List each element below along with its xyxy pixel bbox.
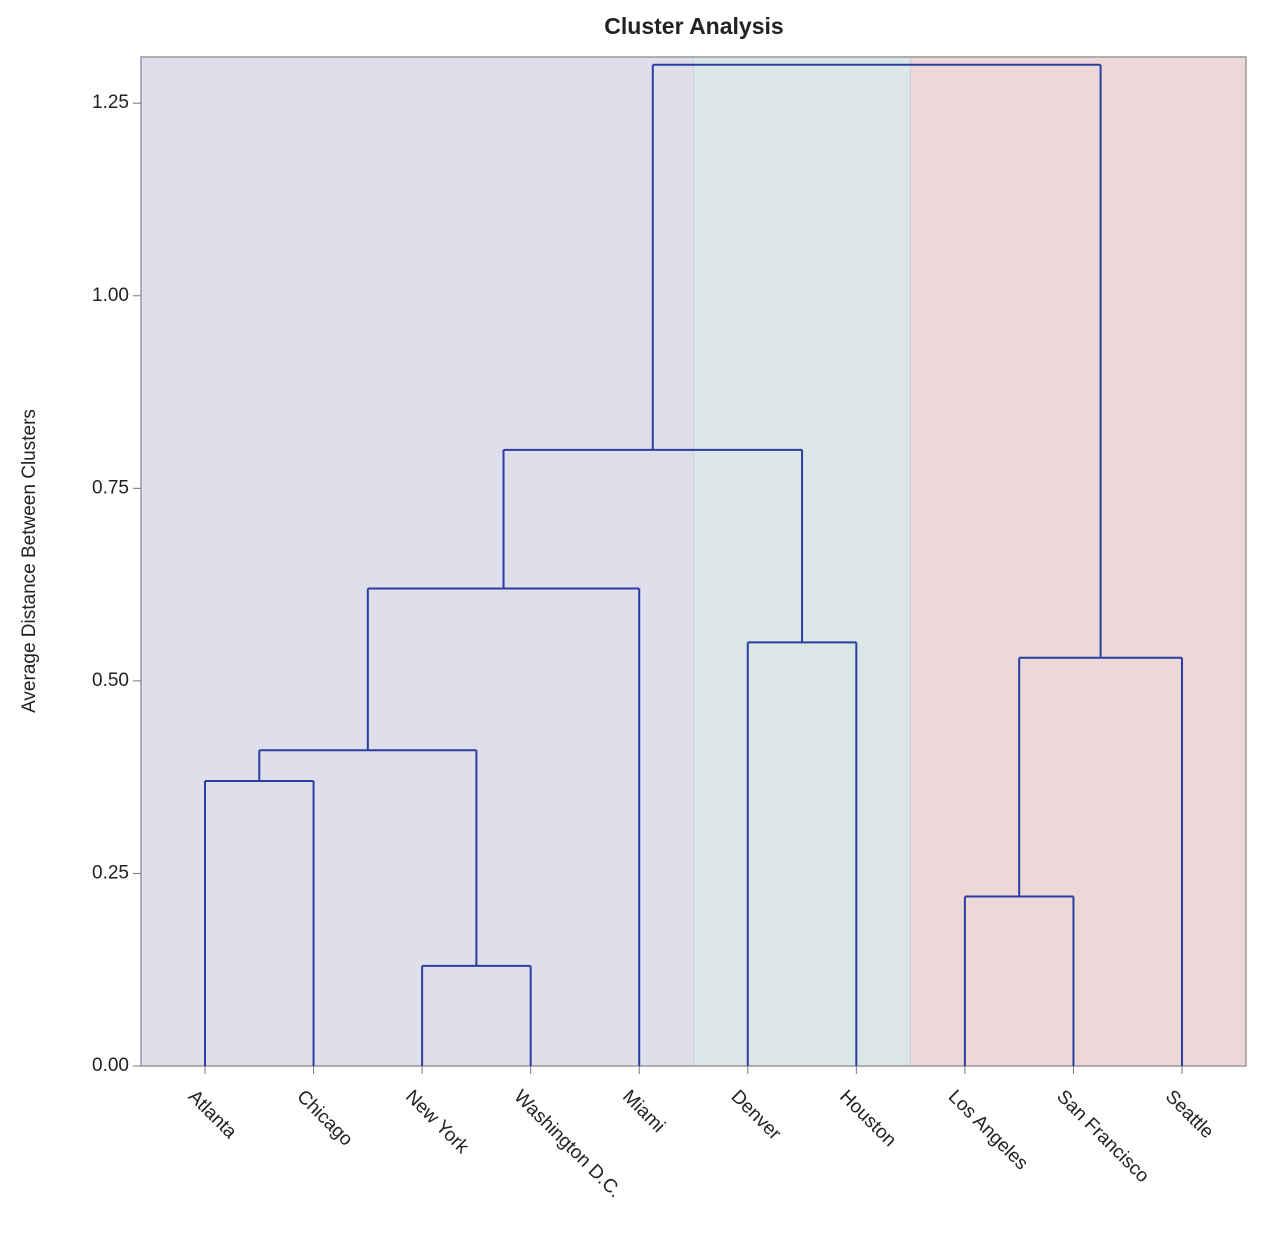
x-tick-label: Seattle: [1161, 1086, 1218, 1143]
cluster-band: [141, 57, 694, 1066]
y-tick-label: 0.00: [92, 1055, 129, 1076]
x-tick-label: Los Angeles: [944, 1086, 1032, 1174]
x-tick-label: Houston: [835, 1086, 900, 1151]
y-tick-label: 0.50: [92, 670, 129, 691]
x-tick-label: Chicago: [292, 1086, 356, 1150]
x-tick-label: Denver: [727, 1086, 786, 1145]
x-tick-label: Atlanta: [184, 1086, 241, 1143]
x-tick-label: San Francisco: [1052, 1086, 1153, 1187]
x-tick-label: Washington D.C.: [510, 1086, 626, 1202]
x-tick-label: Miami: [618, 1086, 669, 1137]
y-axis-label: Average Distance Between Clusters: [19, 409, 40, 713]
y-tick-label: 0.25: [92, 862, 129, 883]
x-tick-label: New York: [401, 1086, 473, 1158]
plot-frame: [140, 56, 1247, 1067]
cluster-band: [910, 57, 1246, 1066]
chart-title: Cluster Analysis: [604, 13, 783, 39]
y-tick-label: 0.75: [92, 477, 129, 498]
y-tick-label: 1.25: [92, 92, 129, 113]
y-tick-label: 1.00: [92, 285, 129, 306]
